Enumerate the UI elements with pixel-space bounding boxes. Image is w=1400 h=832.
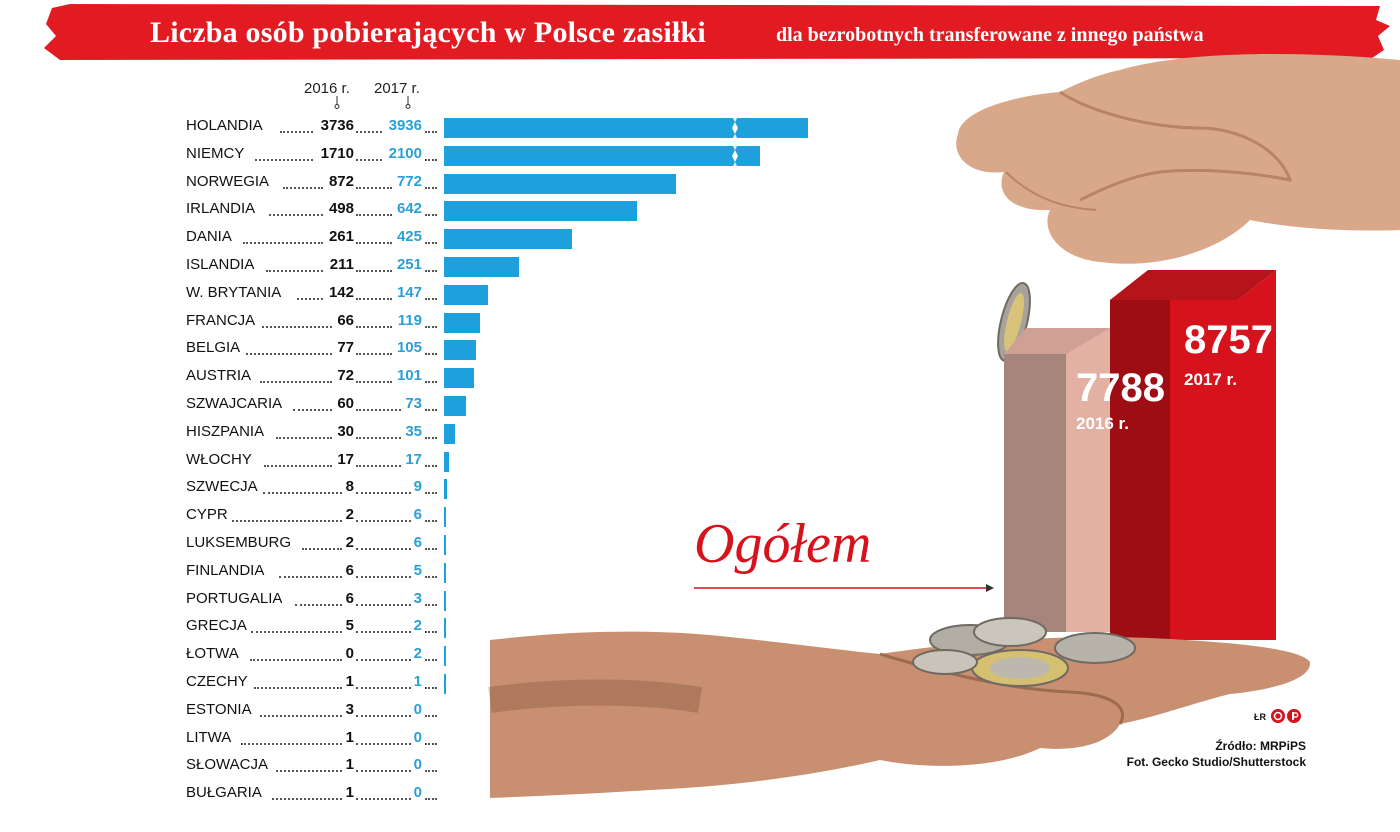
ogolem-arrow [694,584,994,592]
author-initials: ŁR [1254,712,1266,722]
photo-credit: Fot. Gecko Studio/Shutterstock [1126,755,1306,769]
total-value-2016: 7788 [1076,366,1165,410]
lower-hand-icon [488,631,1311,798]
total-value-2017: 8757 [1184,318,1273,362]
total-year-2017: 2017 r. [1184,370,1237,389]
chart-subtitle: dla bezrobotnych transferowane z innego … [776,24,1204,46]
chart-title: Liczba osób pobierających w Polsce zasił… [150,16,706,49]
source-note: Źródło: MRPiPS Fot. Gecko Studio/Shutter… [1127,738,1306,770]
total-bar-2017 [1110,270,1276,640]
source-text: Źródło: MRPiPS [1215,739,1306,753]
coin-pile-icon [912,617,1136,687]
upper-hand-icon [956,54,1400,264]
column-pin-2016 [334,96,340,109]
column-header-2017: 2017 r. [374,80,420,97]
ogolem-label: Ogółem [694,513,872,575]
total-year-2016: 2016 r. [1076,414,1129,433]
column-pin-2017 [405,96,411,109]
coin-icon [997,282,1031,362]
publisher-logo-icon [1271,709,1301,723]
column-header-2016: 2016 r. [304,80,350,97]
title-banner [44,4,1390,60]
